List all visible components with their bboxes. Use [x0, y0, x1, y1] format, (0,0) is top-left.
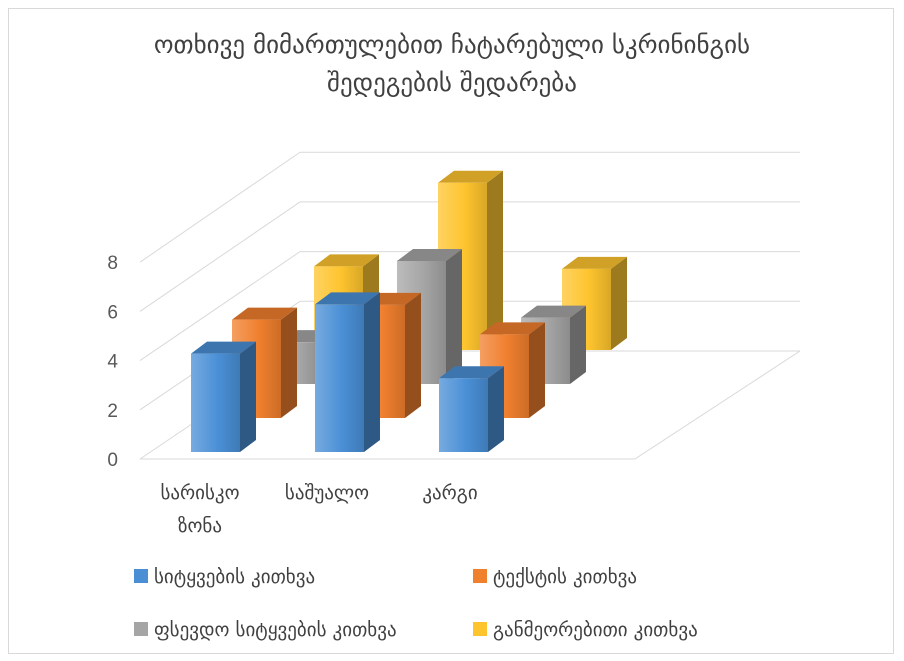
bar-top [191, 341, 256, 354]
bar-0-2 [439, 366, 504, 452]
bar-top [439, 366, 504, 379]
bar-top [232, 307, 297, 320]
legend-label-0: სიტყვების კითხვა [154, 566, 315, 588]
y-tick-label-2: 2 [107, 401, 118, 422]
floor-right-edge [634, 350, 801, 460]
chart-bars [191, 170, 627, 452]
bar-side [364, 292, 380, 452]
bar-top [562, 256, 627, 269]
y-tick-label-8: 8 [107, 253, 118, 274]
chart-legend: სიტყვების კითხვა ტექსტის კითხვა ფსევდო სიტ… [134, 566, 698, 641]
bar-side [281, 307, 297, 418]
bar-side [405, 292, 421, 418]
category-label-2-0: კარგი [422, 482, 477, 504]
gridline-left-4 [139, 251, 301, 362]
legend-label-2: ფსევდო სიტყვების კითხვა [154, 619, 397, 641]
bar-front [191, 353, 240, 452]
bar-top [314, 254, 379, 267]
bar-top [521, 305, 586, 318]
bar-side [446, 249, 462, 384]
chart-title: ოთხივე მიმართულებით ჩატარებული სკრინინგი… [0, 26, 904, 102]
bar-front [315, 304, 364, 452]
bar-side [487, 170, 503, 350]
gridline-left-6 [139, 201, 301, 312]
category-label-0-0: სარისკო [160, 482, 239, 504]
gridline-left-8 [139, 151, 301, 263]
legend-label-1: ტექსტის კითხვა [493, 566, 637, 588]
category-label-1-0: საშუალო [285, 482, 369, 504]
y-tick-label-4: 4 [107, 352, 118, 373]
chart-title-line-1: ოთხივე მიმართულებით ჩატარებული სკრინინგი… [153, 30, 751, 59]
legend-label-3: განმეორებითი კითხვა [493, 619, 698, 641]
bar-top [438, 170, 503, 183]
bar-side [570, 305, 586, 384]
category-label-0-1: ზონა [178, 515, 222, 537]
bar-top [397, 249, 462, 261]
legend-swatch-3 [473, 622, 487, 636]
bar-side [529, 322, 545, 418]
bar-side [611, 256, 627, 350]
chart-labels: 0 2 4 6 8 სარისკო ზონა საშუალო კარგი [107, 253, 477, 537]
bar-0-0 [191, 341, 256, 452]
y-tick-label-0: 0 [107, 450, 118, 471]
legend-swatch-2 [134, 622, 148, 636]
bar-front [439, 378, 488, 452]
legend-swatch-1 [473, 569, 487, 583]
legend-swatch-0 [134, 569, 148, 583]
bar-side [240, 341, 256, 452]
y-tick-label-6: 6 [107, 302, 118, 323]
bar-top [315, 292, 380, 305]
bar-0-1 [315, 292, 380, 452]
bar-side [488, 366, 504, 452]
chart-title-line-2: შედეგების შედარება [327, 68, 577, 97]
bar-top [480, 322, 545, 335]
